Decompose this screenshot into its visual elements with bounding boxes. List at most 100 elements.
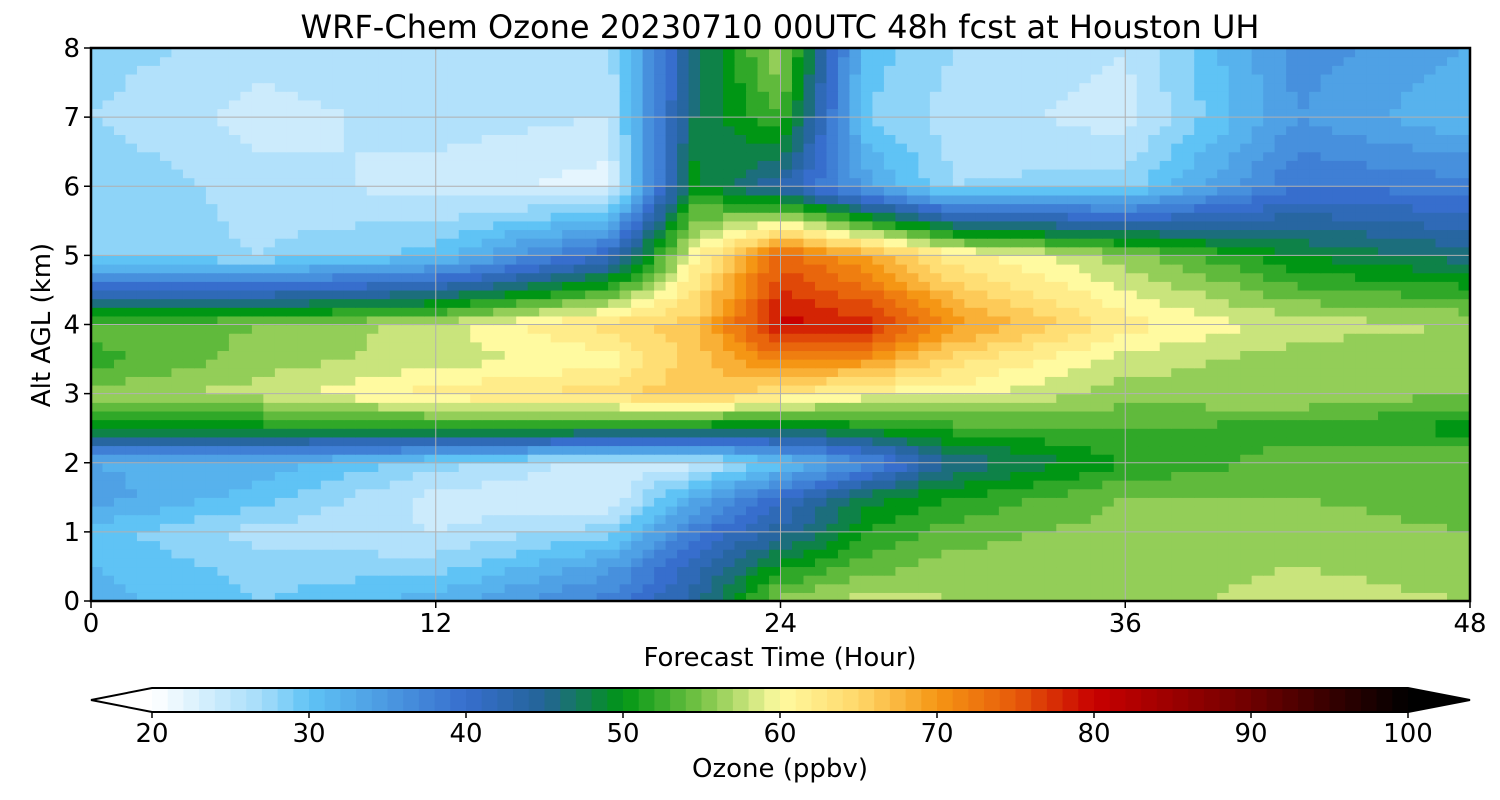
heatmap-cell: [251, 410, 264, 421]
heatmap-cell: [343, 315, 356, 326]
heatmap-cell: [412, 272, 425, 282]
heatmap-cell: [91, 410, 104, 421]
heatmap-cell: [780, 549, 793, 559]
heatmap-cell: [182, 238, 196, 248]
heatmap-cell: [194, 540, 207, 550]
heatmap-cell: [1412, 497, 1425, 507]
heatmap-cell: [481, 307, 494, 317]
heatmap-cell: [1113, 333, 1126, 343]
heatmap-cell: [596, 523, 609, 533]
heatmap-cell: [366, 531, 379, 542]
heatmap-cell: [642, 575, 655, 585]
heatmap-cell: [274, 307, 287, 317]
heatmap-cell: [378, 289, 391, 300]
heatmap-cell: [182, 402, 196, 412]
heatmap-cell: [757, 402, 770, 412]
heatmap-cell: [585, 505, 598, 516]
heatmap-cell: [1412, 315, 1425, 326]
heatmap-cell: [412, 324, 425, 334]
heatmap-cell: [1435, 307, 1448, 317]
heatmap-cell: [332, 341, 345, 352]
heatmap-cell: [987, 445, 1000, 455]
heatmap-cell: [734, 592, 747, 601]
heatmap-cell: [389, 410, 402, 421]
heatmap-cell: [883, 341, 897, 352]
heatmap-cell: [102, 497, 115, 507]
heatmap-cell: [562, 523, 575, 533]
heatmap-cell: [860, 514, 874, 524]
heatmap-cell: [757, 428, 770, 438]
heatmap-cell: [1044, 436, 1057, 447]
heatmap-cell: [366, 341, 379, 352]
heatmap-cell: [757, 333, 770, 343]
heatmap-cell: [263, 592, 276, 601]
heatmap-cell: [159, 255, 173, 265]
heatmap-cell: [803, 462, 816, 472]
heatmap-cell: [677, 480, 690, 490]
heatmap-cell: [1182, 523, 1195, 533]
heatmap-cell: [1251, 367, 1264, 377]
heatmap-cell: [389, 238, 402, 248]
heatmap-cell: [1435, 575, 1448, 585]
heatmap-cell: [309, 436, 322, 447]
heatmap-cell: [883, 488, 897, 498]
heatmap-cell: [171, 384, 184, 395]
heatmap-cell: [1263, 376, 1276, 386]
heatmap-cell: [401, 557, 414, 568]
heatmap-cell: [780, 471, 793, 481]
heatmap-cell: [1021, 514, 1034, 524]
heatmap-cell: [286, 384, 299, 395]
heatmap-cell: [205, 523, 219, 533]
heatmap-cell: [734, 393, 747, 403]
heatmap-cell: [1079, 497, 1092, 507]
heatmap-cell: [125, 419, 138, 429]
heatmap-cell: [91, 324, 104, 334]
heatmap-cell: [1412, 324, 1425, 334]
heatmap-cell: [573, 497, 586, 507]
heatmap-cell: [148, 497, 161, 507]
heatmap-cell: [1067, 272, 1080, 282]
heatmap-cell: [1079, 307, 1092, 317]
heatmap-cell: [251, 264, 264, 274]
heatmap-cell: [906, 592, 919, 601]
heatmap-cell: [596, 264, 609, 274]
heatmap-cell: [1125, 281, 1138, 291]
heatmap-cell: [780, 592, 793, 601]
heatmap-cell: [734, 272, 747, 282]
heatmap-cell: [550, 246, 563, 256]
heatmap-cell: [711, 324, 724, 334]
heatmap-cell: [504, 402, 517, 412]
heatmap-cell: [757, 497, 770, 507]
heatmap-cell: [918, 592, 931, 601]
heatmap-cell: [412, 410, 425, 421]
heatmap-cell: [1343, 281, 1356, 291]
heatmap-cell: [1171, 264, 1184, 274]
heatmap-cell: [493, 410, 506, 421]
heatmap-cell: [631, 238, 644, 248]
heatmap-cell: [631, 350, 644, 360]
heatmap-cell: [251, 566, 264, 576]
heatmap-cell: [1090, 462, 1103, 472]
heatmap-cell: [401, 592, 414, 601]
heatmap-cell: [1102, 462, 1115, 472]
heatmap-cell: [1090, 315, 1103, 326]
heatmap-cell: [1079, 540, 1092, 550]
heatmap-cell: [458, 557, 471, 568]
heatmap-cell: [493, 488, 506, 498]
heatmap-cell: [1113, 471, 1126, 481]
heatmap-cell: [975, 402, 988, 412]
heatmap-cell: [573, 410, 586, 421]
heatmap-cell: [998, 298, 1011, 308]
heatmap-cell: [803, 514, 816, 524]
heatmap-cell: [814, 488, 828, 498]
heatmap-cell: [263, 454, 276, 464]
heatmap-cell: [700, 298, 713, 308]
heatmap-cell: [516, 255, 529, 265]
heatmap-cell: [194, 289, 207, 300]
heatmap-cell: [608, 393, 621, 403]
heatmap-cell: [286, 350, 299, 360]
heatmap-cell: [1447, 557, 1460, 568]
heatmap-cell: [470, 393, 483, 403]
heatmap-cell: [826, 505, 839, 516]
heatmap-cell: [562, 307, 575, 317]
